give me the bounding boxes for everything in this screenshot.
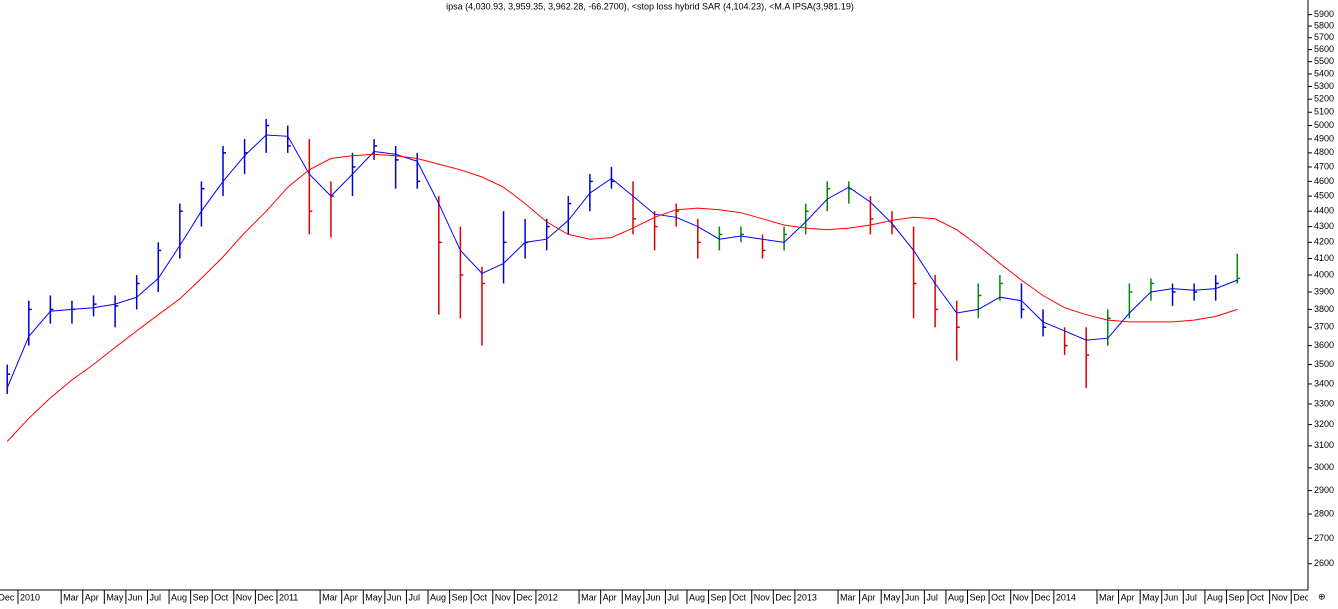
x-tick-label: Mar bbox=[1099, 592, 1115, 602]
x-tick-label: Sep bbox=[1228, 592, 1244, 602]
x-tick-label: Jul bbox=[408, 592, 420, 602]
chart-title: ipsa (4,030.93, 3,959.35, 3,962.28, -66.… bbox=[446, 1, 854, 11]
y-tick-label: 2900 bbox=[1314, 485, 1334, 495]
x-tick-label: Oct bbox=[991, 592, 1006, 602]
x-tick-label: Jul bbox=[149, 592, 161, 602]
x-tick-label: Dec bbox=[0, 592, 15, 602]
x-tick-label: Nov bbox=[1013, 592, 1030, 602]
x-tick-label: Jun bbox=[128, 592, 143, 602]
y-tick-label: 5900 bbox=[1314, 9, 1334, 19]
y-tick-label: 5100 bbox=[1314, 107, 1334, 117]
x-tick-label: Apr bbox=[344, 592, 358, 602]
x-tick-label: Dec bbox=[1293, 592, 1310, 602]
x-tick-label: 2012 bbox=[538, 592, 558, 602]
y-tick-label: 3900 bbox=[1314, 286, 1334, 296]
y-tick-label: 3800 bbox=[1314, 304, 1334, 314]
x-tick-label: May bbox=[1142, 592, 1160, 602]
y-tick-label: 4800 bbox=[1314, 147, 1334, 157]
x-axis: Dec 2010 Mar Apr May Jun Jul Aug Sep Oct Nov Dec 201… bbox=[0, 590, 1310, 604]
x-tick-label: Dec bbox=[1034, 592, 1051, 602]
x-tick-label: Sep bbox=[970, 592, 986, 602]
y-tick-label: 3500 bbox=[1314, 359, 1334, 369]
y-tick-label: 5200 bbox=[1314, 94, 1334, 104]
x-tick-label: 2010 bbox=[20, 592, 40, 602]
y-tick-label: 5400 bbox=[1314, 68, 1334, 78]
y-tick-label: 3400 bbox=[1314, 378, 1334, 388]
x-tick-label: Oct bbox=[214, 592, 229, 602]
x-tick-label: May bbox=[106, 592, 124, 602]
x-tick-label: Apr bbox=[85, 592, 99, 602]
moving-average-line bbox=[6, 134, 1238, 389]
y-tick-label: 4100 bbox=[1314, 253, 1334, 263]
y-tick-label: 5300 bbox=[1314, 81, 1334, 91]
y-tick-label: 4700 bbox=[1314, 161, 1334, 171]
x-tick-label: Oct bbox=[1250, 592, 1265, 602]
y-tick-label: 2600 bbox=[1314, 558, 1334, 568]
x-tick-label: Apr bbox=[1121, 592, 1135, 602]
x-tick-label: Aug bbox=[689, 592, 705, 602]
x-tick-label: Oct bbox=[473, 592, 488, 602]
moving-average-line bbox=[6, 153, 1238, 442]
y-tick-label: 4200 bbox=[1314, 237, 1334, 247]
y-tick-label: 4000 bbox=[1314, 269, 1334, 279]
x-tick-label: May bbox=[365, 592, 383, 602]
y-tick-label: 3200 bbox=[1314, 419, 1334, 429]
y-tick-label: 2800 bbox=[1314, 508, 1334, 518]
zoom-icon[interactable]: ⊕ bbox=[1318, 591, 1326, 601]
y-tick-label: 4600 bbox=[1314, 176, 1334, 186]
x-tick-label: Jun bbox=[387, 592, 402, 602]
x-tick-label: 2011 bbox=[279, 592, 298, 602]
y-tick-label: 2700 bbox=[1314, 533, 1334, 543]
x-tick-label: Mar bbox=[581, 592, 597, 602]
x-tick-label: Dec bbox=[257, 592, 274, 602]
x-tick-label: Sep bbox=[711, 592, 727, 602]
x-tick-label: Nov bbox=[1272, 592, 1289, 602]
x-tick-label: Nov bbox=[236, 592, 253, 602]
x-tick-label: Mar bbox=[840, 592, 856, 602]
y-tick-label: 3000 bbox=[1314, 462, 1334, 472]
x-tick-label: May bbox=[883, 592, 901, 602]
x-tick-label: Mar bbox=[322, 592, 338, 602]
y-tick-label: 5700 bbox=[1314, 32, 1334, 42]
y-tick-label: 3300 bbox=[1314, 398, 1334, 408]
y-tick-label: 3100 bbox=[1314, 440, 1334, 450]
y-tick-label: 4400 bbox=[1314, 206, 1334, 216]
x-tick-label: Nov bbox=[495, 592, 512, 602]
x-tick-label: Aug bbox=[1207, 592, 1223, 602]
x-tick-label: Dec bbox=[516, 592, 533, 602]
x-tick-label: Jun bbox=[646, 592, 661, 602]
x-tick-label: Dec bbox=[775, 592, 792, 602]
x-tick-label: 2013 bbox=[797, 592, 817, 602]
y-tick-label: 5800 bbox=[1314, 20, 1334, 30]
y-tick-label: 3700 bbox=[1314, 322, 1334, 332]
y-tick-label: 5500 bbox=[1314, 56, 1334, 66]
x-tick-label: Aug bbox=[948, 592, 964, 602]
x-tick-label: Sep bbox=[193, 592, 209, 602]
x-tick-label: Jul bbox=[926, 592, 938, 602]
x-tick-label: Mar bbox=[63, 592, 79, 602]
x-tick-label: Aug bbox=[171, 592, 187, 602]
y-tick-label: 4500 bbox=[1314, 190, 1334, 200]
x-tick-label: Nov bbox=[754, 592, 771, 602]
x-tick-label: Jul bbox=[1185, 592, 1197, 602]
x-tick-label: Aug bbox=[430, 592, 446, 602]
x-tick-label: 2014 bbox=[1056, 592, 1076, 602]
x-tick-label: Apr bbox=[862, 592, 876, 602]
y-tick-label: 3600 bbox=[1314, 340, 1334, 350]
x-tick-label: May bbox=[624, 592, 642, 602]
x-tick-label: Apr bbox=[603, 592, 617, 602]
y-tick-label: 5600 bbox=[1314, 44, 1334, 54]
x-tick-label: Jul bbox=[667, 592, 679, 602]
x-tick-label: Sep bbox=[452, 592, 468, 602]
y-tick-label: 4300 bbox=[1314, 221, 1334, 231]
x-tick-label: Jun bbox=[905, 592, 920, 602]
y-tick-label: 5000 bbox=[1314, 120, 1334, 130]
x-tick-label: Jun bbox=[1164, 592, 1179, 602]
y-tick-label: 4900 bbox=[1314, 133, 1334, 143]
x-tick-label: Oct bbox=[732, 592, 747, 602]
